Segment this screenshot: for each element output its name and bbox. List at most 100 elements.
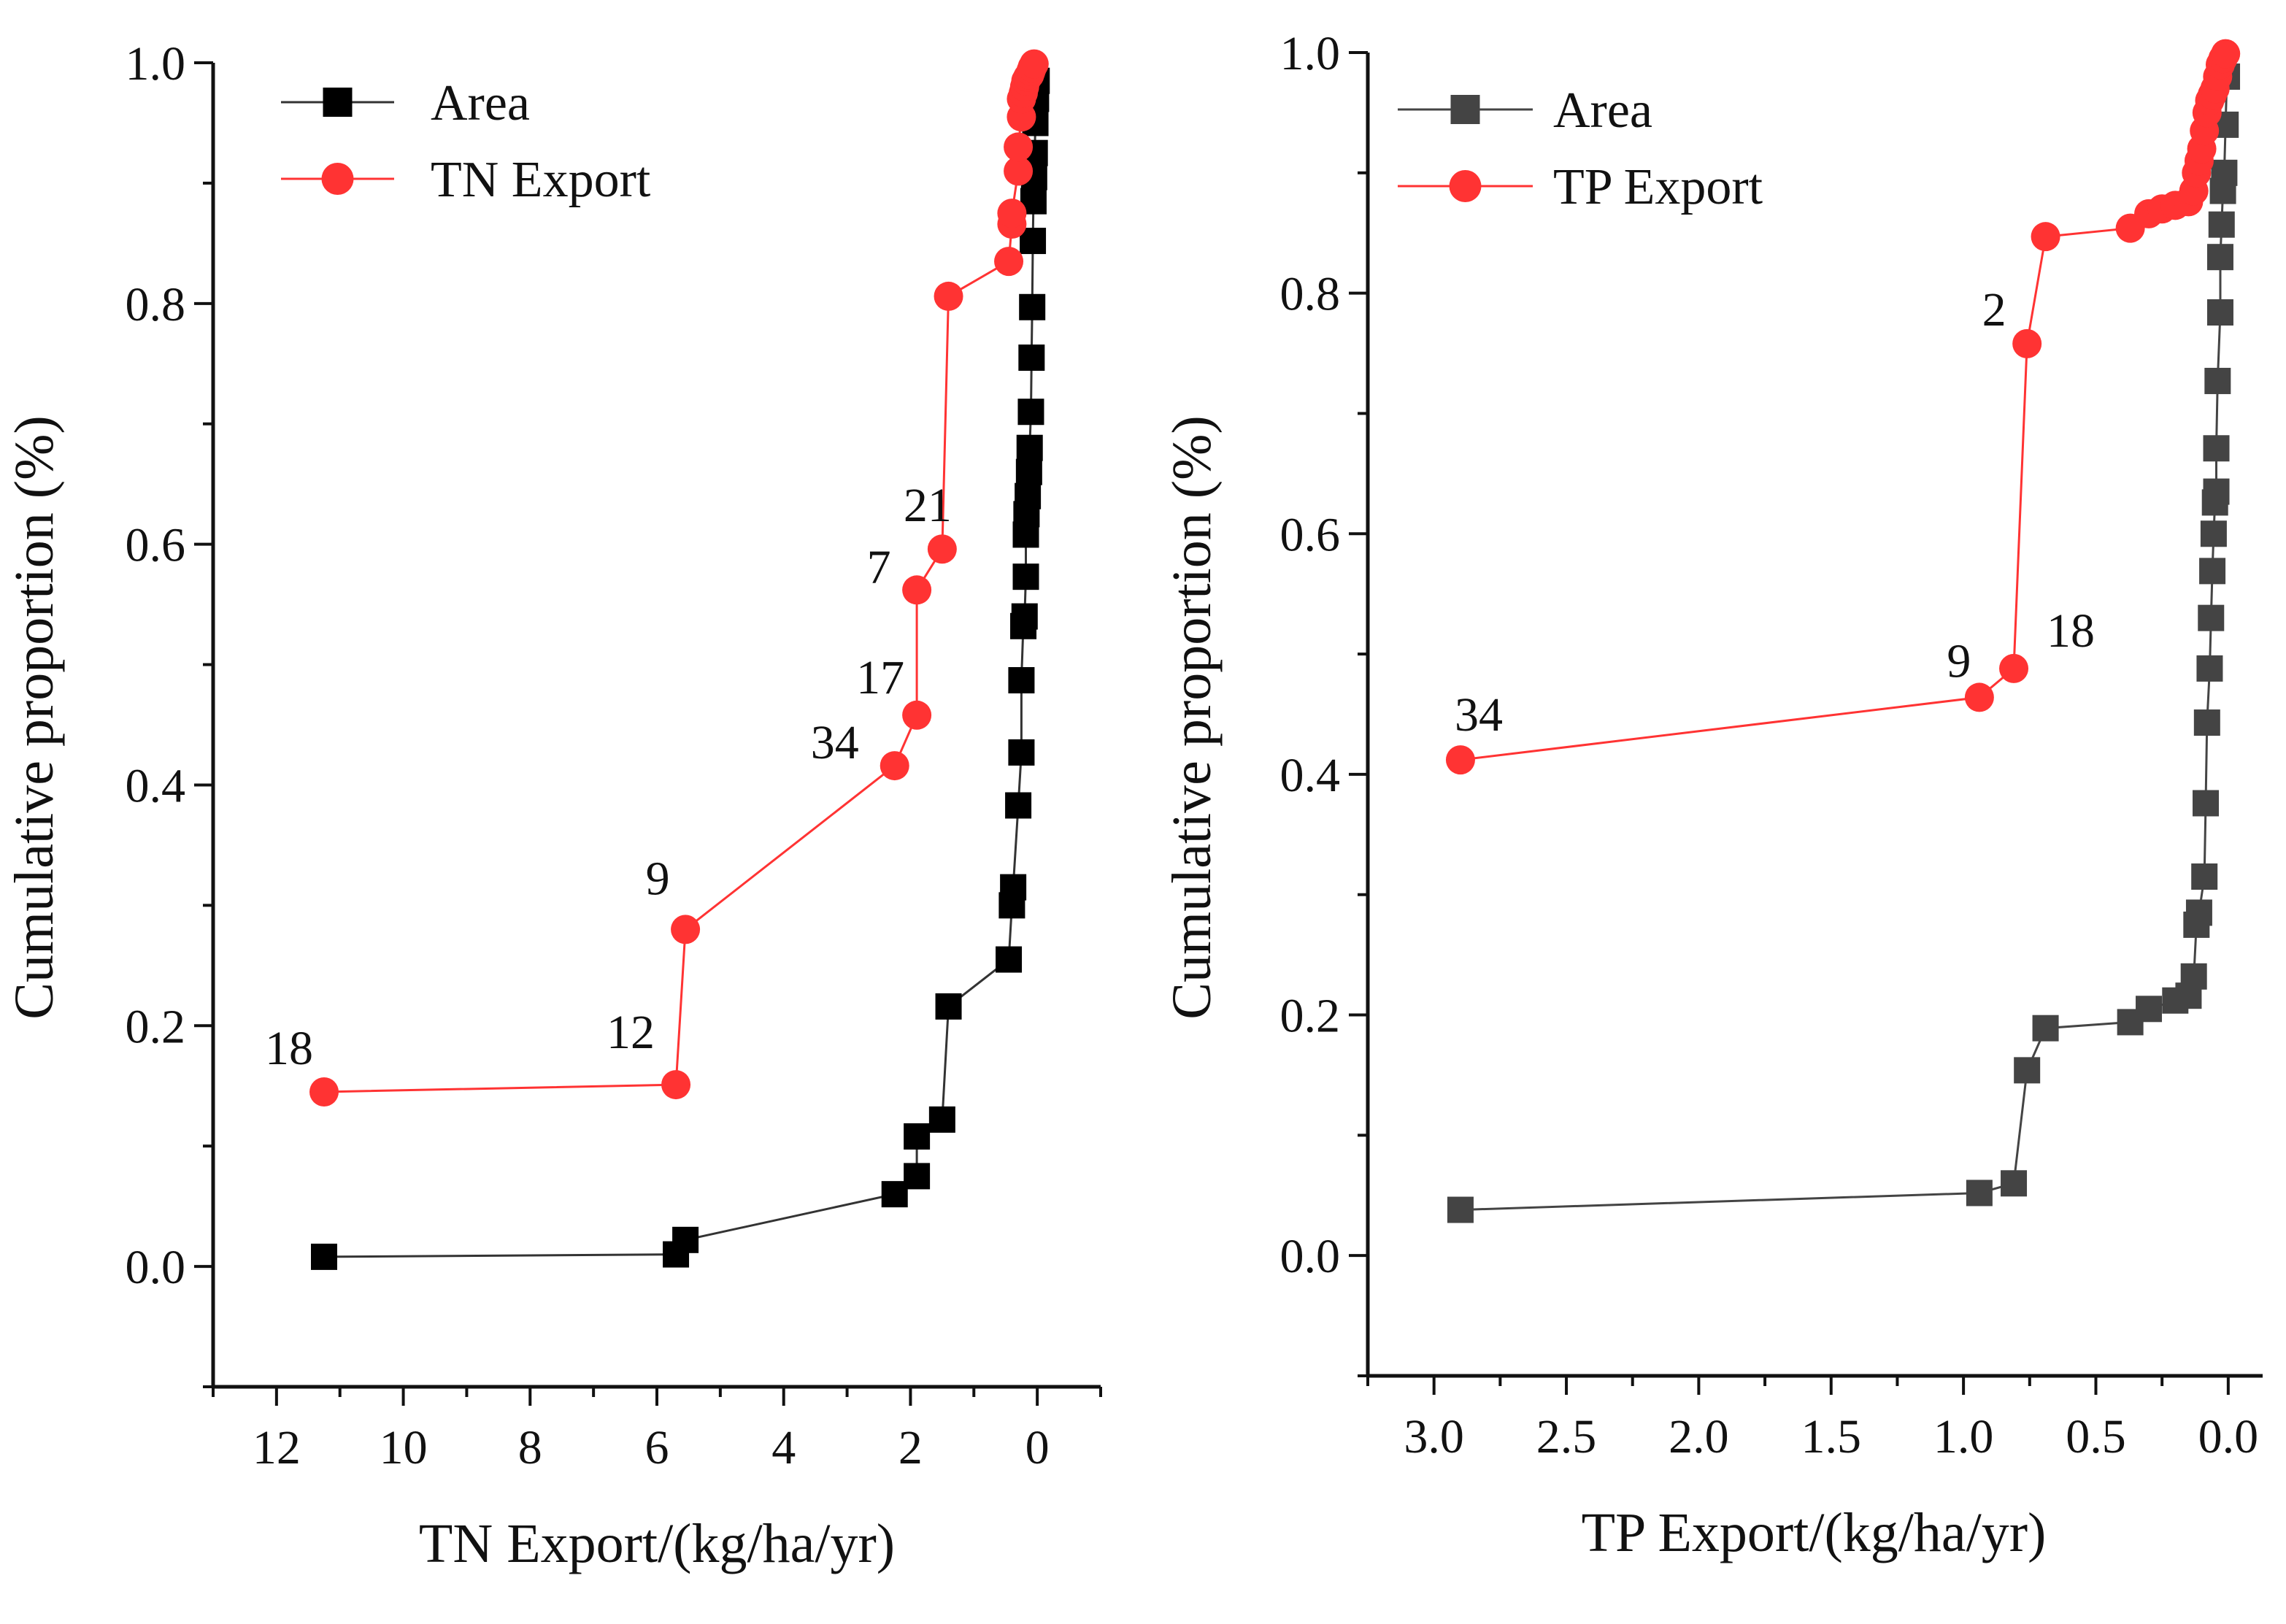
panel2-area-series-point [2193, 709, 2220, 736]
panel1-area-series-point [1000, 874, 1027, 901]
panel2-area-series-point [2200, 520, 2227, 547]
panel1-legend-export-label: TN Export [431, 152, 651, 208]
panel1-y-tick-label: 1.0 [126, 37, 186, 91]
panel1-area-series-point [1011, 603, 1038, 630]
panel1-y-tick-label: 0.2 [126, 1000, 186, 1053]
panel2-y-tick-label: 0.0 [1280, 1230, 1341, 1283]
panel1-legend-export: TN Export [281, 152, 651, 208]
panel2-area-series-point [2211, 159, 2238, 186]
panel2-area-series-point [2193, 790, 2220, 817]
panel2-legend-area-label: Area [1553, 82, 1652, 139]
panel2-legend-export-marker [1449, 170, 1482, 202]
panel1-area-series-point [1012, 563, 1039, 590]
panel2-y-tick-label: 0.8 [1280, 268, 1341, 321]
panel1-area-series-point [904, 1123, 931, 1150]
panel2-area-series-point [2196, 655, 2223, 682]
panel1-export-series [309, 49, 1049, 1107]
panel1-x-tick-label: 2 [898, 1421, 923, 1474]
panel2-legend: Area TP Export [1398, 82, 1763, 215]
panel2-point-label: 2 [1982, 283, 2006, 336]
panel1-y-axis-title: Cumulative proportion (%) [4, 415, 65, 1019]
panel1-y-tick-label: 0.6 [126, 519, 186, 572]
panel1-point-label: 21 [904, 479, 952, 532]
panel1-area-series-point [1015, 458, 1042, 485]
panel2-point-label: 18 [2047, 604, 2095, 658]
panel1-point-label: 9 [646, 852, 670, 905]
panel1-export-series-point [880, 751, 909, 781]
panel2-export-series-point [1964, 682, 1994, 712]
panel2-area-series-point [2185, 899, 2212, 926]
panel1-y-tick-label: 0.4 [126, 759, 186, 812]
panel2-export-series-point [2031, 222, 2060, 252]
panel1-legend-area-label: Area [431, 75, 530, 131]
panel1-x-tick-label: 0 [1025, 1421, 1050, 1474]
panel1-area-series-point [1008, 739, 1035, 766]
panel2-x-tick-label: 0.0 [2198, 1410, 2259, 1463]
panel2-legend-area-marker [1450, 95, 1480, 124]
panel2-area-series-point [2203, 435, 2230, 462]
panel2-y-axis-title: Cumulative proportion (%) [1161, 415, 1223, 1019]
panel2-legend-export-label: TP Export [1553, 159, 1763, 215]
panel2-y-tick-label: 0.4 [1280, 749, 1341, 802]
panel2-y-tick-label: 1.0 [1280, 27, 1341, 80]
panel1-export-series-point [661, 1070, 691, 1100]
panel1-area-series-point [311, 1243, 337, 1270]
panel1-y-tick-label: 0.8 [126, 278, 186, 331]
panel1-area-series-point [1005, 792, 1032, 819]
panel2-export-series-point [1999, 653, 2029, 683]
panel1-export-series-point [902, 575, 932, 605]
panel2-area-series-point [2191, 863, 2218, 890]
panel1-area-series-point [1019, 293, 1046, 320]
panel1-x-tick-label: 4 [771, 1421, 796, 1474]
panel1-area-series-point [928, 1106, 955, 1133]
panel2-area-series-point [2198, 604, 2225, 631]
panel2-area-series-point [1447, 1196, 1474, 1223]
panel2-area-series-line [1460, 76, 2228, 1212]
panel1-export-series-point [1004, 156, 1034, 186]
panel1-x-tick-label: 6 [645, 1421, 669, 1474]
panel2-area-series-point [2204, 367, 2231, 394]
panel1-area-series-point [1018, 345, 1045, 372]
panel1-area-series-point [904, 1163, 931, 1190]
panel2-y-tick-label: 0.6 [1280, 508, 1341, 561]
panel2-x-tick-label: 1.5 [1801, 1410, 1862, 1463]
panel1-area-series-point [881, 1181, 908, 1208]
panel1-export-series-point [994, 247, 1024, 277]
panel2-area-series-point [2206, 244, 2233, 271]
panel2-x-tick-label: 0.5 [2066, 1410, 2126, 1463]
panel1-legend-export-marker [321, 163, 354, 195]
panel2-legend-export: TP Export [1398, 159, 1763, 215]
panel1-area-series-point [1008, 666, 1035, 693]
panel1-export-series-point [934, 281, 963, 311]
panel2-x-tick-label: 2.0 [1669, 1410, 1729, 1463]
panel1-export-series-point [902, 700, 932, 730]
panel1-point-label: 34 [811, 716, 859, 769]
panel2-y-tick-label: 0.2 [1280, 990, 1341, 1043]
panel1-point-label: 18 [265, 1022, 313, 1075]
panel1-export-series-point [671, 915, 701, 944]
panel1-x-axis-title: TN Export/(kg/ha/yr) [419, 1513, 895, 1574]
panel2-x-tick-label: 1.0 [1933, 1410, 1994, 1463]
panel2-area-series-point [2136, 996, 2163, 1023]
panel1-point-label: 17 [856, 651, 904, 704]
panel2-x-axis-title: TP Export/(kg/ha/yr) [1582, 1502, 2047, 1563]
panel1-area-series-point [996, 946, 1023, 973]
panel2-point-label: 34 [1455, 688, 1503, 742]
panel1-export-series-point [309, 1077, 339, 1107]
panel1-area-series-point [672, 1226, 699, 1253]
panel2-area-series-point [2208, 211, 2235, 238]
panel1-legend: Area TN Export [281, 75, 651, 208]
panel2-chart: 0.0 0.2 0.4 0.6 0.8 1.0 3.0 2.5 2.0 1.5 1.0 0.5 0.0 C… [1161, 27, 2263, 1563]
panel1-x-tick-label: 12 [253, 1421, 301, 1474]
panel1-x-tick-label: 8 [518, 1421, 542, 1474]
panel2-area-series-point [2032, 1015, 2059, 1042]
panel1-x-tick-label: 10 [380, 1421, 428, 1474]
panel1-export-series-point [927, 534, 957, 564]
panel2-point-label: 9 [1947, 634, 1971, 688]
panel2-export-series [1445, 39, 2241, 775]
panel1-export-series-point [1019, 49, 1049, 79]
panel2-area-series-point [2001, 1170, 2028, 1197]
panel2-area-series-point [2206, 299, 2233, 326]
panel2-legend-area: Area [1398, 82, 1652, 139]
